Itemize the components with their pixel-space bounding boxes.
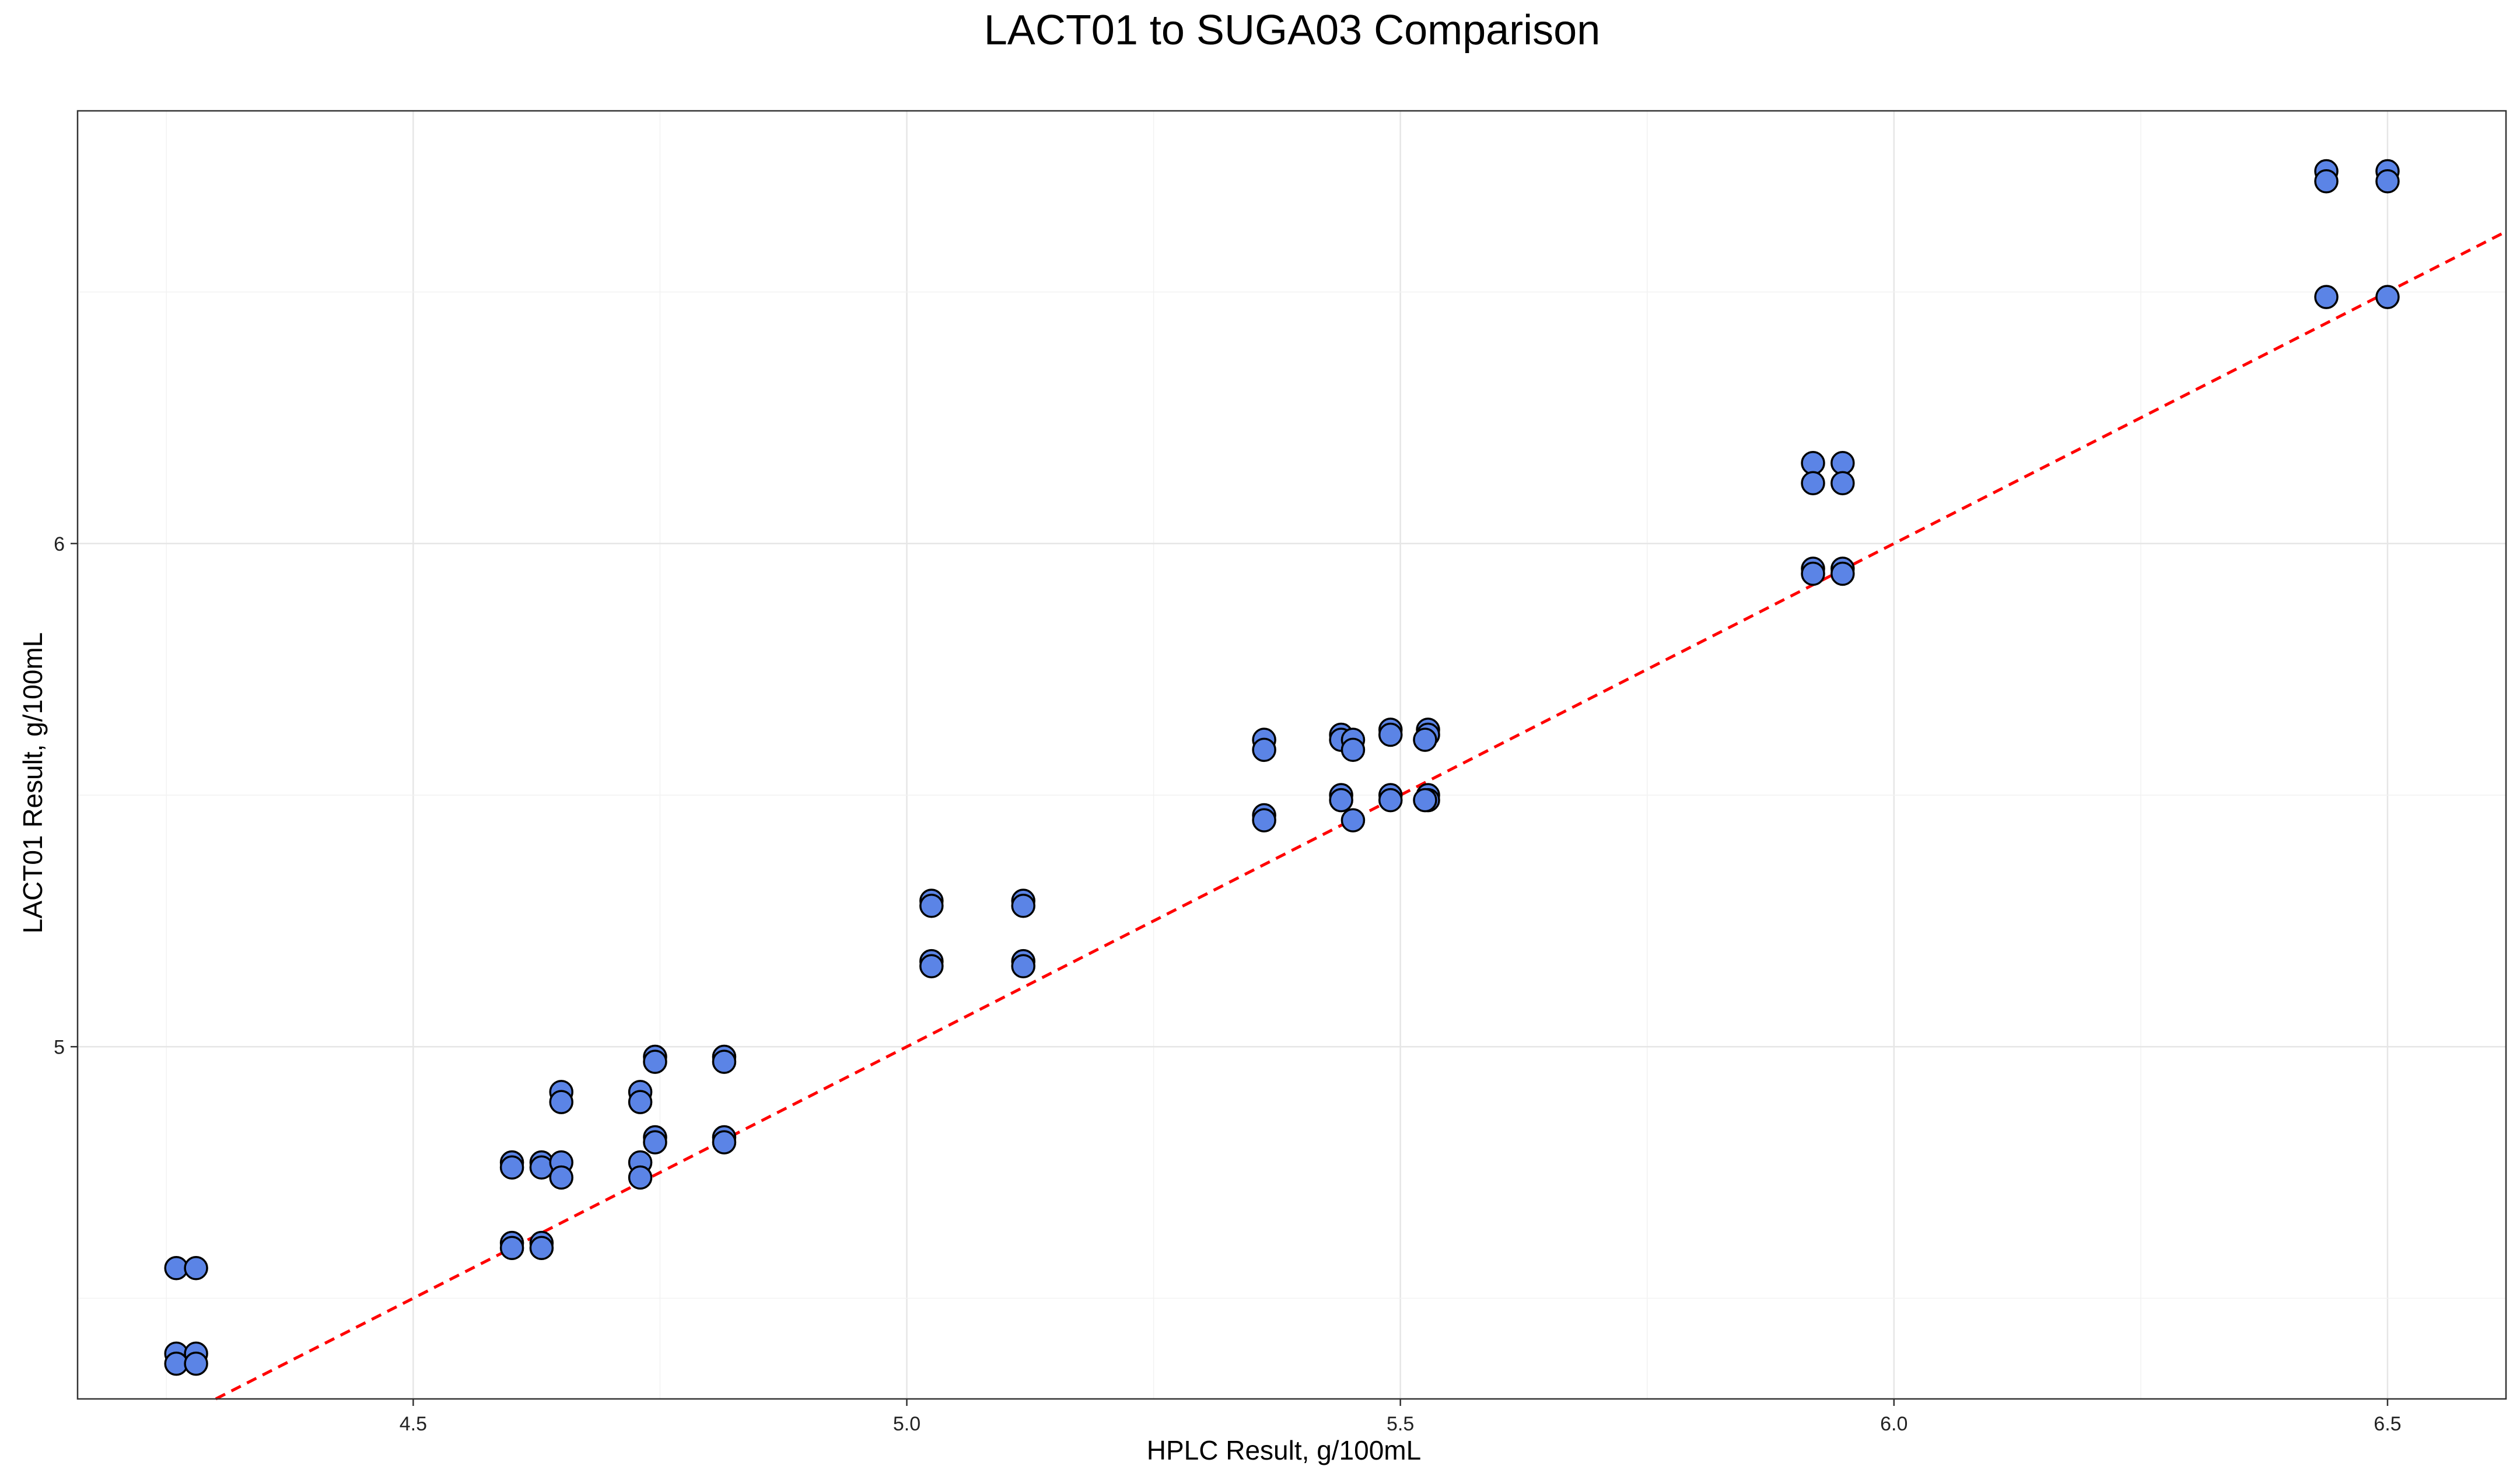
- data-point: [643, 1130, 667, 1154]
- data-point: [628, 1090, 653, 1114]
- data-point: [1378, 722, 1403, 747]
- data-points: [164, 159, 2400, 1376]
- data-point: [919, 894, 944, 918]
- x-tick-label: 5.5: [1387, 1413, 1414, 1435]
- data-point: [712, 1130, 737, 1154]
- data-point: [2375, 285, 2400, 309]
- x-tick-label: 4.5: [400, 1413, 427, 1435]
- data-point: [2375, 169, 2400, 194]
- data-point: [1831, 471, 1855, 495]
- y-tick-label: 6: [54, 533, 65, 555]
- data-point: [919, 954, 944, 978]
- data-point: [1340, 808, 1366, 832]
- data-point: [1801, 471, 1825, 495]
- data-point: [1011, 894, 1035, 918]
- data-point: [1011, 954, 1035, 978]
- data-point: [1413, 788, 1437, 813]
- y-tick-label: 5: [54, 1036, 65, 1058]
- data-point: [1252, 737, 1276, 762]
- y-axis-ticks: 56: [54, 533, 78, 1058]
- data-point: [2314, 169, 2339, 194]
- y-axis-title: LACT01 Result, g/100mL: [18, 632, 48, 934]
- data-point: [529, 1155, 554, 1180]
- x-axis-ticks: 4.5 5.0 5.5 6.0 6.5: [400, 1399, 2402, 1435]
- data-point: [499, 1236, 524, 1260]
- data-point: [1378, 788, 1403, 813]
- x-tick-label: 6.0: [1880, 1413, 1908, 1435]
- data-point: [643, 1049, 667, 1074]
- data-point: [529, 1236, 554, 1260]
- data-point: [1340, 737, 1366, 762]
- data-point: [499, 1155, 524, 1180]
- data-point: [1801, 451, 1825, 475]
- data-point: [1329, 788, 1353, 813]
- data-point: [1252, 808, 1276, 832]
- data-point: [1801, 561, 1825, 586]
- data-point: [2314, 285, 2339, 309]
- x-tick-label: 6.5: [2374, 1413, 2401, 1435]
- data-point: [549, 1165, 573, 1190]
- plot-panel-border: [76, 110, 2507, 1400]
- data-point: [184, 1351, 208, 1376]
- grid-lines: [78, 111, 2506, 1399]
- x-tick-label: 5.0: [893, 1413, 921, 1435]
- data-point: [1413, 727, 1437, 752]
- data-point: [1831, 451, 1855, 475]
- data-point: [628, 1165, 653, 1190]
- data-point: [712, 1049, 737, 1074]
- chart-title: LACT01 to SUGA03 Comparison: [984, 7, 1600, 54]
- data-point: [549, 1090, 573, 1114]
- data-point: [1831, 561, 1855, 586]
- data-point: [184, 1256, 208, 1280]
- x-axis-title: HPLC Result, g/100mL: [1147, 1435, 1421, 1465]
